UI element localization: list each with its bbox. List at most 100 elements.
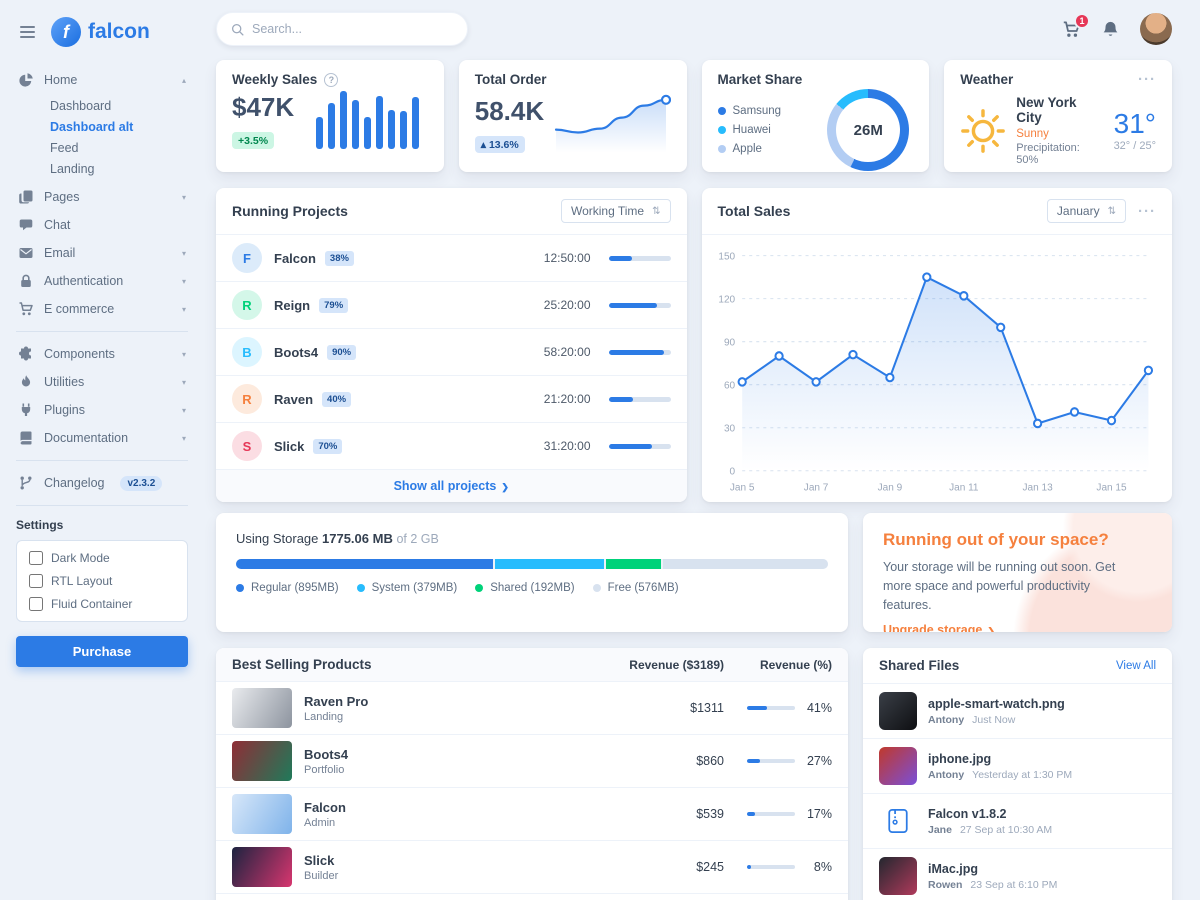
product-name[interactable]: Raven Pro (304, 693, 369, 709)
sidebar-subitem-feed[interactable]: Feed (50, 140, 79, 155)
project-name-label[interactable]: Boots4 (274, 344, 319, 360)
product-progress-bar (747, 759, 795, 763)
sidebar-subitem-landing[interactable]: Landing (50, 161, 95, 176)
project-name: Raven 40% (274, 391, 505, 407)
sidebar-item-chat[interactable]: Chat (16, 211, 188, 239)
sidebar-subitem-dashboard[interactable]: Dashboard (50, 98, 112, 113)
total-order-badge: ▴ 13.6% (474, 136, 525, 153)
product-category[interactable]: Portfolio (304, 763, 345, 776)
project-name-label[interactable]: Falcon (274, 250, 316, 266)
svg-text:Jan 13: Jan 13 (1022, 482, 1052, 493)
sidebar-item-utilities[interactable]: Utilities ▾ (16, 368, 188, 396)
file-time: 23 Sep at 6:10 PM (970, 878, 1058, 891)
legend-item: Regular (895MB) (236, 582, 339, 594)
upgrade-storage-link[interactable]: Upgrade storage ❯ (883, 623, 995, 632)
settings-option[interactable]: RTL Layout (29, 574, 175, 588)
sidebar-item-label: Home (44, 73, 78, 87)
product-name[interactable]: Boots4 (304, 746, 349, 762)
project-percent-badge: 40% (322, 391, 352, 407)
month-select[interactable]: January ⇅ (1046, 199, 1126, 223)
product-name[interactable]: Slick (304, 852, 335, 868)
storage-label: Using Storage (236, 531, 319, 546)
cart-button[interactable]: 1 (1062, 12, 1090, 39)
sidebar-item-components[interactable]: Components ▾ (16, 340, 188, 368)
search-input[interactable] (252, 22, 453, 36)
project-name-label[interactable]: Reign (274, 297, 311, 313)
svg-text:Jan 5: Jan 5 (729, 482, 754, 493)
total-order-line-chart (551, 91, 671, 153)
project-time: 12:50:00 (543, 251, 591, 265)
product-row: Boots4 Portfolio $860 27% (216, 735, 848, 788)
file-row[interactable]: apple-smart-watch.png Antony Just Now (863, 684, 1172, 739)
file-archive-icon (879, 802, 917, 840)
file-name[interactable]: Falcon v1.8.2 (928, 806, 1007, 821)
project-percent-badge: 70% (313, 438, 343, 454)
product-category[interactable]: Builder (304, 869, 339, 882)
plug-icon (18, 402, 34, 418)
file-row[interactable]: iphone.jpg Antony Yesterday at 1:30 PM (863, 739, 1172, 794)
sidebar-item-label: Chat (44, 218, 71, 232)
total-sales-title: Total Sales (717, 203, 791, 219)
sidebar-item-pages[interactable]: Pages ▾ (16, 183, 188, 211)
sidebar-item-changelog[interactable]: Changelog v2.3.2 (16, 469, 188, 497)
working-time-select[interactable]: Working Time ⇅ (560, 199, 671, 223)
purchase-button[interactable]: Purchase (16, 636, 188, 667)
project-time: 58:20:00 (543, 345, 591, 359)
user-avatar[interactable] (1140, 13, 1172, 45)
file-row[interactable]: Falcon v1.8.2 Jane 27 Sep at 10:30 AM (863, 794, 1172, 849)
sidebar-item-documentation[interactable]: Documentation ▾ (16, 424, 188, 452)
show-all-projects-link[interactable]: Show all projects ❯ (216, 470, 687, 502)
info-question-icon[interactable]: ? (324, 72, 339, 87)
legend-label: Shared (192MB) (490, 582, 575, 594)
svg-text:120: 120 (718, 294, 735, 305)
notifications-bell-button[interactable] (1101, 20, 1120, 39)
settings-option[interactable]: Dark Mode (29, 551, 175, 565)
project-progress-bar (608, 302, 671, 308)
settings-checkbox[interactable] (29, 574, 43, 588)
envelope-icon (18, 245, 34, 261)
product-name[interactable]: Falcon (304, 799, 346, 815)
project-name-label[interactable]: Raven (274, 391, 314, 407)
view-all-link[interactable]: View All (1115, 659, 1156, 672)
file-thumbnail (879, 747, 917, 785)
file-meta: Antony Yesterday at 1:30 PM (928, 769, 1072, 781)
product-progress: 27% (736, 754, 832, 768)
project-name-label[interactable]: Slick (274, 438, 305, 454)
legend-item: Shared (192MB) (475, 582, 575, 594)
file-row[interactable]: iMac.jpg Rowen 23 Sep at 6:10 PM (863, 849, 1172, 900)
settings-checkbox[interactable] (29, 597, 43, 611)
legend-label: Huawei (732, 124, 771, 136)
sidebar-item-plugins[interactable]: Plugins ▾ (16, 396, 188, 424)
sidebar-item-ecommerce[interactable]: E commerce ▾ (16, 295, 188, 323)
file-name[interactable]: iMac.jpg (928, 861, 979, 876)
sidebar-item-home[interactable]: Home ▴ (16, 66, 188, 94)
project-row: S Slick 70% 31:20:00 (216, 423, 687, 470)
menu-toggle-button[interactable] (16, 22, 39, 42)
card-menu-icon[interactable]: ··· (1138, 71, 1156, 88)
sidebar-item-email[interactable]: Email ▾ (16, 239, 188, 267)
cart-icon (18, 301, 34, 317)
search-box[interactable] (216, 12, 468, 46)
bottom-row: Best Selling Products Revenue ($3189) Re… (216, 648, 1172, 900)
sidebar-item-authentication[interactable]: Authentication ▾ (16, 267, 188, 295)
card-menu-icon[interactable]: ··· (1138, 202, 1156, 220)
sidebar-top: f falcon (16, 12, 188, 52)
file-name[interactable]: apple-smart-watch.png (928, 696, 1065, 711)
select-arrows-icon: ⇅ (652, 205, 661, 217)
sidebar-subitem-dashboard-alt[interactable]: Dashboard alt (50, 119, 134, 134)
brand-logo[interactable]: f falcon (51, 17, 150, 47)
project-progress-bar (608, 349, 671, 355)
settings-checkbox[interactable] (29, 551, 43, 565)
svg-text:Jan 11: Jan 11 (949, 482, 979, 493)
file-name[interactable]: iphone.jpg (928, 751, 992, 766)
product-category[interactable]: Landing (304, 710, 344, 723)
project-percent-badge: 90% (327, 344, 357, 360)
product-category[interactable]: Admin (304, 816, 336, 829)
weather-city: New York City (1016, 95, 1077, 125)
settings-option[interactable]: Fluid Container (29, 597, 175, 611)
storage-total-label: of 2 GB (396, 532, 439, 546)
market-share-legend: Samsung Huawei Apple (717, 105, 781, 155)
product-progress: 8% (736, 860, 832, 874)
divider (16, 505, 188, 506)
